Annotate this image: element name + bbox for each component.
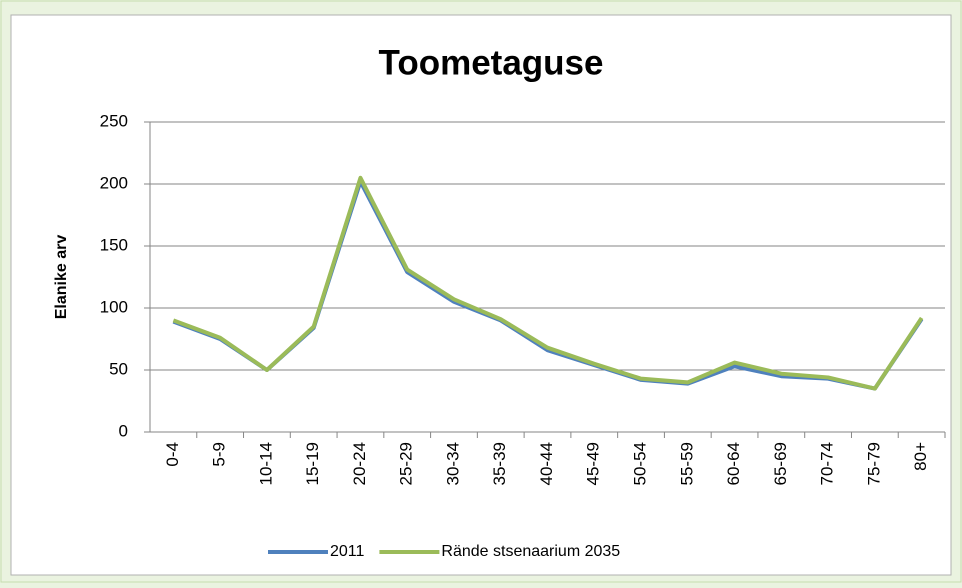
- y-tick-label: 0: [119, 421, 128, 440]
- y-tick-label: 150: [100, 235, 128, 254]
- legend-label: 2011: [330, 543, 365, 560]
- y-axis-label: Elanike arv: [53, 235, 70, 320]
- chart-area: [10, 14, 952, 576]
- x-tick-label: 15-19: [303, 442, 322, 485]
- y-tick-label: 100: [100, 297, 128, 316]
- x-tick-label: 50-54: [631, 442, 650, 485]
- y-tick-label: 50: [109, 359, 128, 378]
- x-tick-label: 30-34: [443, 442, 462, 485]
- y-tick-label: 250: [100, 111, 128, 130]
- x-tick-label: 45-49: [584, 442, 603, 485]
- x-tick-label: 35-39: [490, 442, 509, 485]
- x-tick-label: 65-69: [771, 442, 790, 485]
- chart-title: Toometaguse: [379, 43, 604, 82]
- x-tick-label: 55-59: [677, 442, 696, 485]
- x-tick-label: 60-64: [724, 442, 743, 485]
- x-tick-label: 20-24: [350, 442, 369, 485]
- x-tick-label: 40-44: [537, 442, 556, 485]
- x-tick-label: 70-74: [818, 442, 837, 485]
- x-tick-label: 0-4: [163, 442, 182, 467]
- legend-label: Rände stsenaarium 2035: [441, 543, 620, 560]
- x-tick-label: 5-9: [210, 442, 229, 467]
- series-line: [172, 175, 924, 391]
- x-tick-label: 80+: [911, 442, 930, 471]
- x-tick-label: 75-79: [864, 442, 883, 485]
- x-tick-label: 10-14: [256, 442, 275, 485]
- x-tick-label: 25-29: [397, 442, 416, 485]
- y-tick-label: 200: [100, 173, 128, 192]
